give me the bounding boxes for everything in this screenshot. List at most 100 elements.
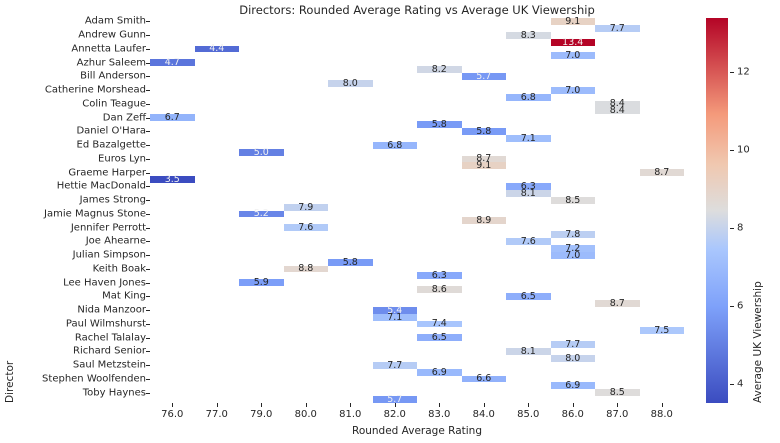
x-tick-label: 84.0	[472, 409, 495, 420]
y-tick-mark	[146, 351, 150, 353]
y-tick-label: Rachel Talalay	[74, 332, 146, 344]
y-tick-mark	[146, 392, 150, 394]
colorbar-tick-mark	[730, 72, 734, 74]
cell-annotation: 6.9	[431, 366, 447, 378]
cell-annotation: 5.2	[253, 208, 269, 220]
x-tick-mark	[572, 403, 574, 407]
cell-annotation: 7.1	[520, 132, 536, 144]
x-tick-mark	[439, 403, 441, 407]
cell-annotation: 8.1	[520, 187, 536, 199]
cell-annotation: 5.9	[253, 277, 269, 289]
colorbar-tick-mark	[730, 228, 734, 229]
cell-annotation: 5.8	[431, 119, 447, 131]
cell-annotation: 8.7	[609, 297, 625, 309]
heatmap-cell: 5.9	[239, 277, 284, 289]
chart-title: Directors: Rounded Average Rating vs Ave…	[239, 3, 595, 17]
y-tick-label: Julian Simpson	[72, 249, 146, 261]
y-tick-label: Jennifer Perrott	[70, 222, 146, 234]
heatmap-cell: 8.5	[595, 388, 640, 397]
y-axis-title: Director	[4, 360, 16, 403]
x-tick-mark	[350, 403, 352, 407]
y-tick-label: Richard Senior	[73, 345, 146, 357]
x-tick-label: 80.0	[294, 409, 317, 420]
heatmap-cell: 5.7	[461, 72, 506, 81]
y-tick-mark	[146, 186, 150, 188]
cell-annotation: 7.6	[298, 222, 314, 234]
heatmap-cell: 6.5	[506, 292, 551, 301]
y-tick-mark	[146, 200, 150, 202]
cell-annotation: 8.7	[654, 167, 670, 179]
heatmap-cell: 9.1	[550, 15, 595, 27]
plot-area: 9.1 7.7 8.3 13.4 4.4 7.0 4.7 8.2 5.7 8.0 7.0 6.8 8.4…	[150, 15, 684, 406]
cell-annotation: 7.7	[565, 339, 581, 351]
y-tick-label: Lee Haven Jones	[63, 277, 146, 289]
x-tick-label: 76.0	[161, 409, 184, 420]
cell-annotation: 6.7	[164, 112, 180, 124]
y-tick-label: Saul Metzstein	[72, 359, 146, 371]
cell-annotation: 7.7	[609, 22, 625, 34]
x-tick-mark	[617, 403, 619, 407]
cell-annotation: 6.8	[520, 91, 536, 103]
heatmap-cell: 8.7	[461, 154, 506, 164]
cell-annotation: 8.4	[609, 105, 625, 117]
colorbar-tick-label: 4	[737, 378, 744, 390]
x-tick-mark	[394, 403, 396, 407]
x-tick-label: 82.0	[383, 409, 406, 420]
y-tick-mark	[146, 255, 150, 257]
heatmap-cell: 8.1	[506, 187, 551, 199]
heatmap-cell: 4.7	[150, 57, 195, 69]
colorbar-tick-mark	[730, 383, 734, 385]
y-tick-label: Catherine Morshead	[44, 84, 146, 96]
y-tick-mark	[146, 268, 150, 270]
y-tick-mark	[146, 378, 150, 380]
y-tick-mark	[146, 117, 150, 119]
y-tick-label: Graeme Harper	[68, 167, 146, 179]
x-tick-mark	[216, 403, 218, 407]
x-tick-mark	[172, 403, 174, 407]
cell-annotation: 7.0	[565, 249, 581, 261]
cell-annotation: 8.2	[431, 64, 447, 76]
y-tick-mark	[146, 103, 150, 105]
y-tick-mark	[146, 323, 150, 325]
heatmap-cell: 6.3	[417, 270, 462, 282]
y-tick-label: Adam Smith	[84, 15, 146, 27]
y-tick-mark	[146, 35, 150, 37]
heatmap-cell: 8.3	[506, 30, 551, 40]
cell-annotation: 4.7	[164, 57, 180, 69]
x-tick-mark	[661, 403, 663, 407]
cell-annotation: 5.7	[387, 394, 403, 406]
cell-annotation: 6.3	[431, 270, 447, 282]
cell-annotation: 6.6	[476, 373, 492, 385]
heatmap-cell: 6.5	[417, 332, 462, 344]
y-tick-mark	[146, 48, 150, 50]
x-tick-label: 77.0	[205, 409, 228, 420]
y-tick-mark	[146, 213, 150, 215]
y-tick-label: Stephen Woolfenden	[42, 373, 146, 385]
cell-annotation: 7.2	[565, 242, 581, 254]
y-tick-mark	[146, 337, 150, 339]
heatmap-cell: 7.4	[417, 319, 462, 329]
cell-annotation: 9.1	[565, 15, 581, 27]
y-tick-mark	[146, 227, 150, 229]
cell-annotation: 6.5	[431, 332, 447, 344]
x-tick-label: 85.0	[517, 409, 540, 420]
cell-annotation: 8.0	[342, 77, 358, 89]
colorbar-tick-label: 6	[737, 300, 744, 312]
cell-annotation: 7.7	[387, 359, 403, 371]
y-tick-mark	[146, 90, 150, 92]
y-tick-mark	[146, 296, 150, 298]
heatmap-cell: 6.8	[372, 140, 417, 150]
heatmap-cell: 8.4	[595, 105, 640, 117]
cell-annotation: 9.1	[476, 160, 492, 172]
y-tick-label: Hettie MacDonald	[56, 180, 146, 192]
y-tick-label: Colin Teague	[82, 98, 146, 110]
cell-annotation: 4.4	[209, 43, 225, 55]
y-tick-label: Toby Haynes	[82, 387, 146, 399]
cell-annotation: 3.5	[164, 174, 180, 186]
colorbar-title: Average UK Viewership	[752, 281, 764, 403]
x-tick-label: 87.0	[606, 409, 629, 420]
cell-annotation: 5.8	[476, 125, 492, 137]
y-tick-label: Annetta Laufer	[71, 43, 146, 55]
y-tick-label: Ed Bazalgette	[76, 139, 146, 151]
y-tick-label: Paul Wilmshurst	[65, 318, 146, 330]
